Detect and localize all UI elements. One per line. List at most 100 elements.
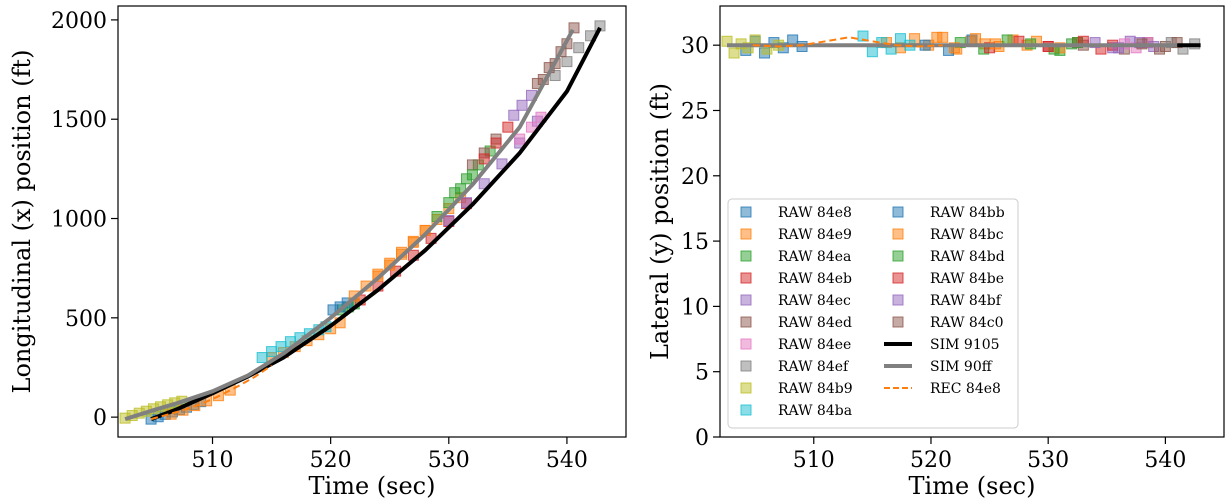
legend-box	[727, 198, 1019, 429]
legend: RAW 84e8 RAW 84e9 RAW 84ea RAW 84eb RAW 84ec…	[727, 198, 1019, 429]
axes-frame	[719, 5, 1225, 438]
left-panel-longitudinal: 510 520 530 540 0 500 1000 1500 2000 Time (sec) Lo…	[8, 5, 627, 500]
legend-label: RAW 84b9	[778, 381, 853, 397]
raw-point	[508, 109, 520, 121]
plot-area	[119, 20, 606, 425]
y-tick-label: 1500	[51, 108, 107, 133]
legend-label: RAW 84ea	[778, 249, 851, 265]
legend-label: RAW 84bd	[930, 249, 1005, 265]
legend-entry: RAW 84ef	[740, 359, 850, 375]
raw-point	[931, 31, 943, 43]
legend-swatch	[740, 404, 752, 416]
raw-point	[857, 30, 869, 42]
raw-point	[496, 158, 508, 170]
legend-label: RAW 84e8	[778, 205, 852, 221]
legend-swatch	[740, 338, 752, 350]
legend-swatch	[892, 316, 904, 328]
legend-label: RAW 84ed	[778, 315, 852, 331]
raw-point	[455, 183, 467, 195]
raw-point	[728, 47, 740, 59]
legend-entry: RAW 84c0	[892, 315, 1004, 331]
line-series-rec-84e8	[150, 364, 273, 421]
legend-label: RAW 84ec	[778, 293, 851, 309]
legend-entry: SIM 90ff	[884, 359, 993, 375]
legend-label: REC 84e8	[930, 381, 1001, 397]
legend-swatch	[740, 250, 752, 262]
legend-entry: RAW 84bb	[892, 205, 1005, 221]
legend-swatch	[740, 206, 752, 218]
raw-point	[573, 42, 585, 54]
legend-swatch	[740, 316, 752, 328]
x-axis-title: Time (sec)	[309, 472, 436, 500]
x-tick-label: 520	[910, 448, 952, 473]
y-tick-label: 30	[681, 34, 709, 59]
legend-entry: RAW 84ec	[740, 293, 851, 309]
legend-entry: RAW 84ba	[740, 403, 852, 419]
raw-point	[970, 33, 982, 45]
legend-swatch	[892, 250, 904, 262]
legend-swatch	[740, 228, 752, 240]
legend-swatch	[892, 272, 904, 284]
raw-point	[866, 46, 878, 58]
raw-point	[275, 341, 287, 353]
raw-point	[466, 169, 478, 181]
y-tick-label: 2000	[51, 9, 107, 34]
legend-label: SIM 9105	[930, 337, 1000, 353]
legend-entry: RAW 84bc	[892, 227, 1004, 243]
legend-label: RAW 84e9	[778, 227, 852, 243]
x-axis-title: Time (sec)	[909, 472, 1036, 500]
legend-label: RAW 84be	[930, 271, 1004, 287]
axes-frame	[117, 5, 627, 438]
raw-point	[1089, 37, 1101, 49]
raw-point	[525, 121, 537, 133]
raw-point	[561, 56, 573, 68]
legend-entry: RAW 84bd	[892, 249, 1005, 265]
legend-swatch	[740, 382, 752, 394]
y-tick-label: 500	[65, 307, 107, 332]
legend-label: RAW 84ee	[778, 337, 851, 353]
x-tick-label: 540	[546, 448, 588, 473]
y-tick-label: 5	[695, 361, 709, 386]
legend-swatch	[740, 272, 752, 284]
line-series-sim-9105	[150, 26, 602, 421]
y-tick-label: 1000	[51, 208, 107, 233]
legend-entry: RAW 84e8	[740, 205, 852, 221]
y-axis-title: Lateral (y) position (ft)	[646, 83, 674, 360]
y-tick-label: 0	[695, 426, 709, 451]
raw-point	[742, 42, 754, 54]
legend-label: RAW 84eb	[778, 271, 852, 287]
raw-series-raw-84be	[478, 121, 514, 165]
y-tick-label: 20	[681, 165, 709, 190]
legend-entry: REC 84e8	[884, 381, 1001, 397]
legend-entry: RAW 84bf	[892, 293, 1003, 309]
x-tick-label: 530	[428, 448, 470, 473]
legend-label: RAW 84bf	[930, 293, 1003, 309]
raw-point	[516, 99, 528, 111]
y-axis-title: Longitudinal (x) position (ft)	[8, 50, 36, 394]
raw-point	[266, 346, 278, 358]
legend-label: RAW 84ef	[778, 359, 850, 375]
raw-point	[895, 33, 907, 45]
raw-point	[256, 352, 268, 364]
line-series-sim-90ff	[124, 28, 575, 422]
raw-point	[514, 133, 526, 145]
legend-swatch	[892, 294, 904, 306]
legend-swatch	[740, 294, 752, 306]
legend-entry: RAW 84eb	[740, 271, 852, 287]
y-tick-label: 0	[93, 406, 107, 431]
legend-label: RAW 84bb	[930, 205, 1005, 221]
x-tick-label: 530	[1027, 448, 1069, 473]
legend-entry: RAW 84ee	[740, 337, 851, 353]
y-tick-label: 15	[681, 230, 709, 255]
legend-entry: RAW 84b9	[740, 381, 853, 397]
legend-label: RAW 84ba	[778, 403, 852, 419]
raw-point	[490, 137, 502, 149]
raw-series-raw-84eb	[354, 198, 473, 306]
raw-point	[568, 22, 580, 34]
legend-entry: RAW 84be	[892, 271, 1004, 287]
y-tick-label: 10	[681, 295, 709, 320]
raw-point	[1113, 42, 1125, 54]
raw-series-raw-84ef	[549, 20, 606, 82]
raw-point	[502, 121, 514, 133]
